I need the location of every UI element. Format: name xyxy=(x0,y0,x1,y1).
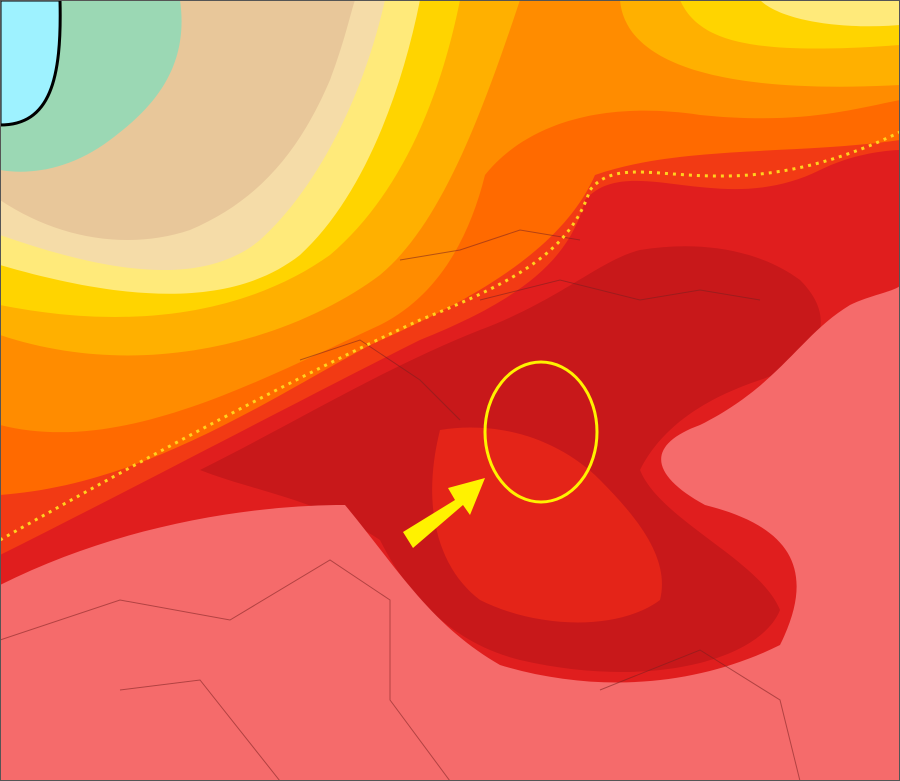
core-area xyxy=(432,427,662,623)
highlight-circle xyxy=(483,360,599,504)
arrow xyxy=(403,478,485,548)
borders xyxy=(0,229,801,781)
border-line xyxy=(0,559,451,781)
cyan-band xyxy=(0,0,62,127)
pink-band xyxy=(0,285,900,781)
border-line xyxy=(599,649,801,781)
border-line xyxy=(479,279,761,301)
border-line xyxy=(119,679,281,781)
border-line xyxy=(399,229,581,261)
border-line xyxy=(299,339,461,421)
dotted-isoline xyxy=(0,130,900,542)
